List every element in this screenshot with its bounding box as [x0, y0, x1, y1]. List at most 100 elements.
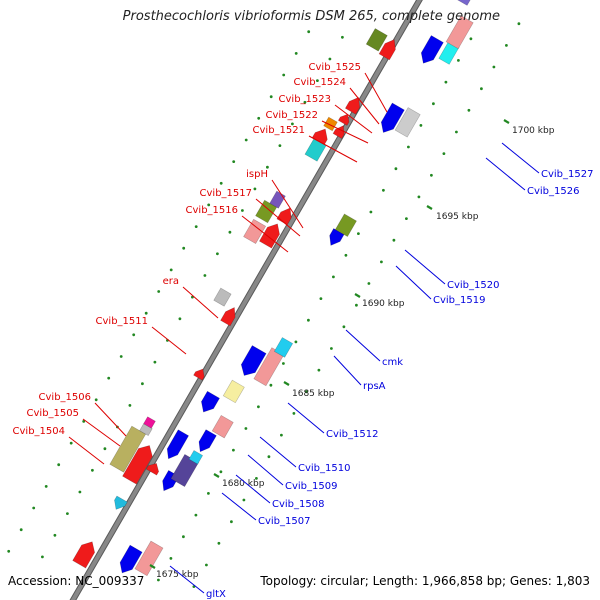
leader-line	[349, 87, 380, 125]
tick-dot	[228, 230, 232, 234]
tick-dot	[455, 130, 458, 134]
tick-dot	[219, 470, 223, 474]
gene-label-forward: Cvib_1524	[294, 77, 346, 88]
gene-label-reverse: Cvib_1508	[272, 499, 324, 510]
gene-feature-f-b-edge	[114, 495, 128, 510]
gene-feature-r-g	[454, 0, 482, 6]
gene-feature-f-g-shape	[379, 39, 396, 60]
tick-dot	[241, 209, 244, 212]
tick-dot	[392, 238, 396, 242]
tick-dot	[269, 95, 273, 99]
gene-label-reverse: gltX	[206, 589, 226, 600]
gene-feature-f-c-edge	[145, 463, 159, 476]
gene-feature-r-a-edge	[119, 544, 143, 574]
tick-dot	[382, 188, 385, 192]
gene-feature-r-c-shape	[201, 391, 220, 413]
gene-feature-r-f	[445, 15, 474, 50]
tick-dot	[442, 152, 446, 156]
gene-feature-f-d-edge	[220, 307, 236, 327]
gene-feature-cvib-1520-edge	[334, 213, 357, 237]
tick-dot	[157, 578, 160, 582]
tick-dot	[430, 173, 433, 177]
gene-feature-r-b	[134, 540, 164, 577]
leader-line	[334, 104, 373, 134]
scale-tick-label: 1690 kbp	[362, 299, 405, 309]
tick-dot	[319, 297, 323, 300]
gene-feature-cvib-1525	[344, 97, 361, 115]
gene-feature-f-g-edge	[378, 39, 396, 61]
gene-label-forward: Cvib_1522	[266, 110, 318, 121]
scale-tick-label: 1685 kbp	[292, 389, 335, 399]
leader-line	[182, 286, 219, 319]
gene-feature-r-c-edge	[201, 390, 220, 413]
gene-feature-f-d-shape	[220, 307, 236, 326]
scale-tick	[354, 293, 361, 298]
tick-dot	[307, 30, 311, 34]
gene-label-forward: ispH	[246, 169, 268, 180]
gene-feature-cvib-1523-shape	[333, 125, 345, 139]
gene-feature-cvib-1516-edge	[259, 223, 280, 249]
gene-feature-f-f-shape	[366, 28, 388, 52]
tick-dot	[19, 528, 23, 532]
gene-feature-r-d	[420, 35, 444, 64]
gene-label-reverse: Cvib_1519	[433, 295, 485, 306]
tick-dot	[380, 260, 383, 264]
gene-feature-r-b-edge	[134, 540, 164, 577]
tick-dot	[207, 492, 210, 495]
gene-feature-cvib-1521-b-shape	[312, 129, 328, 145]
tick-dot	[94, 398, 98, 402]
scale-tick	[426, 205, 433, 210]
gene-feature-cvib-1526-edge	[380, 102, 405, 133]
tick-dot	[82, 420, 86, 423]
gene-feature-cvib-1516-b	[243, 218, 267, 244]
gene-feature-cvib-1509-b-edge	[166, 429, 189, 460]
gene-feature-cvib-1504	[122, 445, 153, 485]
gene-feature-cvib-1509-b-shape	[167, 429, 189, 459]
gene-feature-cvib-1512-edge	[222, 379, 245, 404]
gene-feature-f-b-shape	[114, 496, 128, 510]
tick-dot	[219, 181, 223, 185]
leader-line	[345, 329, 381, 362]
leader-line	[395, 265, 432, 300]
leader-line	[68, 436, 105, 465]
leader-line	[271, 179, 304, 229]
tick-dot	[367, 282, 371, 285]
gene-label-reverse: Cvib_1520	[447, 280, 499, 291]
scale-tick	[503, 119, 510, 124]
gene-feature-r-b-shape	[134, 541, 164, 576]
gene-feature-cvib-1512-shape	[223, 380, 245, 403]
tick-dot	[292, 412, 296, 415]
gene-feature-cvib-1516-b-shape	[243, 219, 266, 244]
tick-dot	[492, 65, 496, 69]
leader-line	[151, 326, 187, 355]
tick-dot	[244, 427, 248, 430]
tick-dot	[280, 433, 283, 437]
gene-feature-cvib-1522	[323, 116, 338, 132]
gene-feature-cvib-1504-shape	[122, 445, 153, 485]
tick-dot	[66, 512, 69, 515]
scale-tick-label: 1700 kbp	[512, 126, 555, 136]
tick-dot	[230, 520, 233, 524]
leader-line	[287, 402, 325, 434]
gene-label-reverse: Cvib_1512	[326, 429, 378, 440]
gene-feature-cvib-1510-shape	[198, 429, 217, 452]
gene-feature-rpsa	[240, 345, 267, 376]
gene-label-reverse: Cvib_1526	[527, 186, 579, 197]
tick-dot	[57, 463, 61, 467]
scale-tick	[213, 473, 220, 478]
gene-feature-cvib-1512	[222, 379, 245, 404]
leader-line	[169, 565, 205, 594]
leader-line	[364, 72, 388, 113]
gene-feature-cvib-1517-shape	[255, 200, 277, 223]
tick-dot	[194, 513, 198, 517]
gene-label-forward: Cvib_1521	[253, 125, 305, 136]
gene-feature-f-d	[220, 307, 236, 327]
tick-dot	[132, 333, 136, 337]
gene-feature-r-a	[119, 544, 143, 574]
gene-feature-cvib-1526	[380, 102, 405, 133]
gene-feature-f-a	[72, 541, 95, 569]
leader-line	[404, 249, 446, 285]
tick-dot	[53, 533, 57, 537]
tick-dot	[294, 340, 298, 344]
